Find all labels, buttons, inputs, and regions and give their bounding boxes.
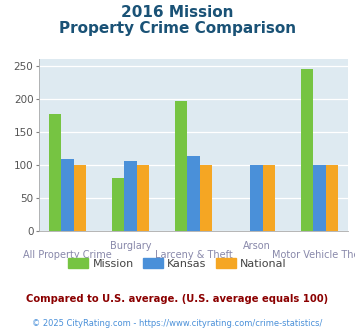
Bar: [137, 165, 149, 231]
Bar: [61, 159, 74, 231]
Bar: [200, 165, 212, 231]
Bar: [250, 165, 263, 231]
Bar: [187, 156, 200, 231]
Text: 2016 Mission: 2016 Mission: [121, 5, 234, 20]
Bar: [313, 165, 326, 231]
Text: © 2025 CityRating.com - https://www.cityrating.com/crime-statistics/: © 2025 CityRating.com - https://www.city…: [32, 319, 323, 328]
Text: Property Crime Comparison: Property Crime Comparison: [59, 21, 296, 36]
Bar: [175, 101, 187, 231]
Bar: [49, 114, 61, 231]
Bar: [263, 165, 275, 231]
Bar: [301, 69, 313, 231]
Text: Motor Vehicle Theft: Motor Vehicle Theft: [272, 250, 355, 260]
Text: All Property Crime: All Property Crime: [23, 250, 112, 260]
Bar: [111, 178, 124, 231]
Text: Larceny & Theft: Larceny & Theft: [154, 250, 233, 260]
Text: Arson: Arson: [242, 241, 271, 251]
Legend: Mission, Kansas, National: Mission, Kansas, National: [64, 254, 291, 273]
Text: Compared to U.S. average. (U.S. average equals 100): Compared to U.S. average. (U.S. average …: [26, 294, 329, 304]
Bar: [326, 165, 338, 231]
Bar: [74, 165, 86, 231]
Text: Burglary: Burglary: [110, 241, 151, 251]
Bar: [124, 161, 137, 231]
